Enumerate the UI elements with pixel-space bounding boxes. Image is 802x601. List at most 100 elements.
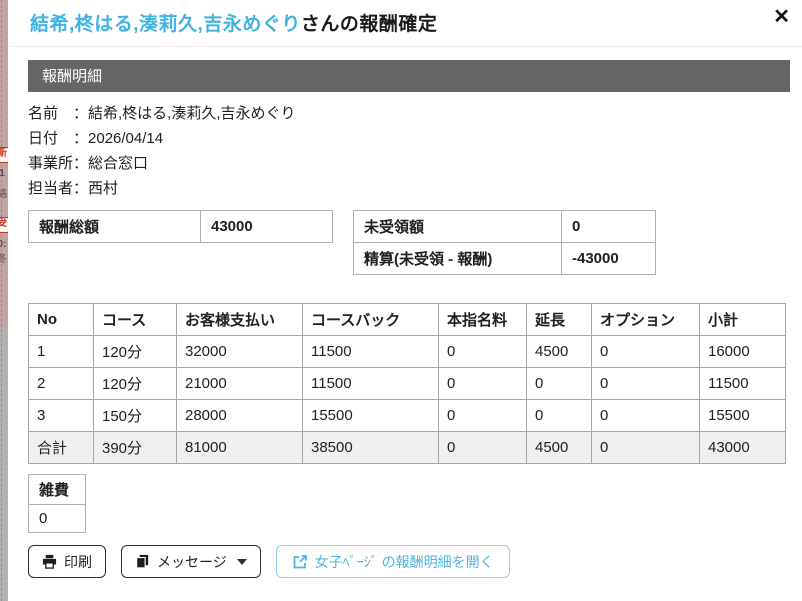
table-cell: 4500 — [526, 335, 592, 368]
table-cell: 4500 — [526, 431, 592, 464]
external-link-icon — [292, 554, 308, 570]
table-cell: 0 — [591, 335, 700, 368]
table-cell: 120分 — [93, 335, 177, 368]
print-button[interactable]: 印刷 — [28, 545, 106, 578]
print-button-label: 印刷 — [64, 553, 92, 570]
table-row: 報酬総額 43000 — [28, 210, 333, 243]
action-buttons: 印刷 メッセージ — [28, 545, 790, 578]
table-row: 未受領額 0 — [353, 210, 656, 243]
caret-down-icon — [236, 558, 247, 565]
table-cell: 2 — [28, 367, 94, 400]
reward-confirmation-modal: 結希,柊はる,湊莉久,吉永めぐりさんの報酬確定 ✕ 報酬明細 名前 ：結希,柊は… — [8, 0, 802, 601]
table-cell: 0 — [438, 399, 527, 432]
table-row: 3 150分 28000 15500 0 0 0 15500 — [28, 399, 786, 432]
table-cell: 0 — [591, 431, 700, 464]
background-stamp-icon: 受 — [0, 217, 8, 233]
unreceived-label: 未受領額 — [353, 210, 562, 243]
total-reward-label: 報酬総額 — [28, 210, 201, 243]
misc-expense-table: 雑費 0 — [28, 474, 86, 533]
table-header-cell: 延長 — [526, 303, 592, 336]
table-cell: 32000 — [176, 335, 303, 368]
info-office: 事業所：総合窓口 — [28, 151, 790, 176]
message-button-label: メッセージ — [157, 553, 227, 570]
info-name: 名前 ：結希,柊はる,湊莉久,吉永めぐり — [28, 101, 790, 126]
background-text-fragment: 絡 — [0, 189, 7, 200]
page-title: 結希,柊はる,湊莉久,吉永めぐりさんの報酬確定 — [30, 9, 782, 36]
info-value: 結希,柊はる,湊莉久,吉永めぐり — [88, 105, 296, 122]
table-header-cell: コースバック — [302, 303, 439, 336]
close-icon[interactable]: ✕ — [773, 6, 790, 28]
table-cell: 0 — [438, 431, 527, 464]
table-header-cell: お客様支払い — [176, 303, 303, 336]
info-label: 担当者： — [28, 180, 89, 197]
table-header-row: No コース お客様支払い コースバック 本指名料 延長 オプション 小計 — [28, 303, 786, 336]
table-header-cell: コース — [93, 303, 177, 336]
modal-header: 結希,柊はる,湊莉久,吉永めぐりさんの報酬確定 ✕ — [8, 0, 802, 47]
table-cell: 16000 — [699, 335, 786, 368]
table-row: 0 — [28, 504, 86, 533]
background-text-fragment: 冬 — [0, 254, 7, 265]
table-row: 1 120分 32000 11500 0 4500 0 16000 — [28, 335, 786, 368]
table-cell: 0 — [591, 399, 700, 432]
printer-icon — [42, 554, 57, 569]
background-stamp-icon: 新 — [0, 147, 8, 163]
settlement-label: 精算(未受領 - 報酬) — [353, 242, 562, 275]
misc-expense-value: 0 — [28, 504, 86, 533]
course-detail-table: No コース お客様支払い コースバック 本指名料 延長 オプション 小計 1 … — [28, 303, 786, 464]
info-value: 西村 — [88, 180, 119, 197]
table-cell: 0 — [438, 367, 527, 400]
table-cell: 15500 — [699, 399, 786, 432]
table-total-row: 合計 390分 81000 38500 0 4500 0 43000 — [28, 431, 786, 464]
info-value: 総合窓口 — [88, 155, 149, 172]
table-cell: 120分 — [93, 367, 177, 400]
table-cell: 0 — [526, 399, 592, 432]
table-cell: 1 — [28, 335, 94, 368]
table-row: 2 120分 21000 11500 0 0 0 11500 — [28, 367, 786, 400]
unreceived-value: 0 — [561, 210, 656, 243]
info-label: 日付 ： — [28, 130, 89, 147]
table-cell: 38500 — [302, 431, 439, 464]
misc-expense-label: 雑費 — [28, 474, 86, 505]
table-row: 精算(未受領 - 報酬) -43000 — [353, 242, 656, 275]
info-value: 2026/04/14 — [88, 130, 164, 147]
table-cell: 0 — [591, 367, 700, 400]
table-cell: 150分 — [93, 399, 177, 432]
total-reward-table: 報酬総額 43000 — [28, 210, 333, 243]
table-cell: 0 — [526, 367, 592, 400]
title-suffix: さんの報酬確定 — [300, 14, 438, 35]
table-cell: 21000 — [176, 367, 303, 400]
info-label: 事業所： — [28, 155, 89, 172]
table-cell: 11500 — [302, 367, 439, 400]
table-cell: 43000 — [699, 431, 786, 464]
summary-tables: 報酬総額 43000 未受領額 0 精算(未受領 - 報酬) -43000 — [28, 210, 790, 275]
info-staff: 担当者：西村 — [28, 176, 790, 201]
table-cell: 28000 — [176, 399, 303, 432]
section-header-reward-details: 報酬明細 — [28, 60, 790, 92]
background-dashed-line — [1, 0, 2, 601]
table-cell: 0 — [438, 335, 527, 368]
background-text-fragment: 1 — [0, 168, 5, 179]
table-row: 雑費 — [28, 474, 86, 505]
table-header-cell: 本指名料 — [438, 303, 527, 336]
message-copy-icon — [135, 554, 150, 569]
cast-names: 結希,柊はる,湊莉久,吉永めぐり — [30, 14, 301, 35]
background-page-edge: 新 1 絡 受 0: 冬 — [0, 0, 8, 601]
total-reward-value: 43000 — [200, 210, 333, 243]
open-girls-page-button[interactable]: 女子ﾍﾟｰｼﾞ の報酬明細を開く — [275, 545, 510, 578]
table-header-cell: No — [28, 303, 94, 336]
table-cell: 11500 — [699, 367, 786, 400]
modal-body: 報酬明細 名前 ：結希,柊はる,湊莉久,吉永めぐり 日付 ：2026/04/14… — [8, 47, 802, 578]
info-date: 日付 ：2026/04/14 — [28, 126, 790, 151]
table-header-cell: オプション — [591, 303, 700, 336]
info-label: 名前 ： — [28, 105, 89, 122]
open-girls-page-label: 女子ﾍﾟｰｼﾞ の報酬明細を開く — [314, 553, 494, 570]
table-cell: 390分 — [93, 431, 177, 464]
table-header-cell: 小計 — [699, 303, 786, 336]
table-cell: 11500 — [302, 335, 439, 368]
background-text-fragment: 0: — [0, 239, 7, 250]
message-dropdown-button[interactable]: メッセージ — [121, 545, 261, 578]
table-cell: 3 — [28, 399, 94, 432]
table-cell: 81000 — [176, 431, 303, 464]
table-cell: 15500 — [302, 399, 439, 432]
unreceived-table: 未受領額 0 精算(未受領 - 報酬) -43000 — [353, 210, 656, 275]
